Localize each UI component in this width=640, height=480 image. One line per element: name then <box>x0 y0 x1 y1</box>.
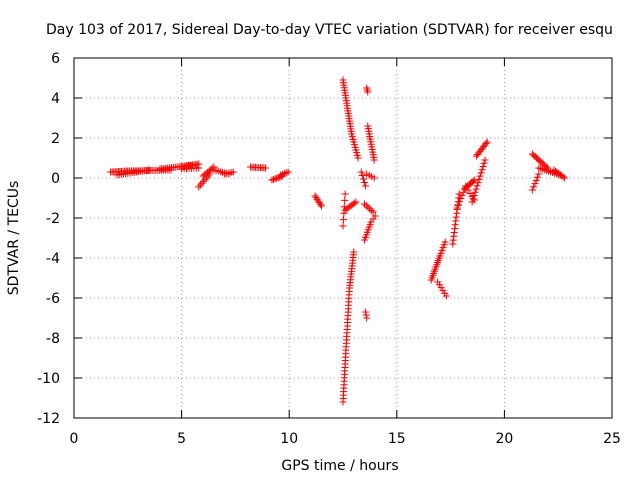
data-point <box>340 209 348 217</box>
data-point <box>366 205 374 213</box>
data-point <box>350 199 358 207</box>
x-axis-title: GPS time / hours <box>281 458 398 474</box>
data-point <box>472 185 480 193</box>
data-point <box>474 179 482 187</box>
data-point <box>357 168 365 176</box>
data-point <box>370 156 378 164</box>
data-point <box>370 174 378 182</box>
data-point <box>477 169 485 177</box>
y-tick-label: -10 <box>37 371 60 387</box>
data-point <box>350 248 358 256</box>
data-point <box>534 173 542 181</box>
data-point <box>441 238 449 246</box>
data-point <box>364 203 372 211</box>
data-point <box>270 175 278 183</box>
data-point <box>473 182 481 190</box>
data-point <box>457 195 465 203</box>
data-point <box>268 176 276 184</box>
data-point <box>354 154 362 162</box>
y-tick-label: 2 <box>51 131 60 147</box>
y-tick-label: -6 <box>46 291 60 307</box>
x-tick-label: 10 <box>280 431 298 447</box>
y-tick-label: 4 <box>51 91 60 107</box>
data-point <box>284 168 292 176</box>
data-point <box>453 204 461 212</box>
data-point <box>481 156 489 164</box>
y-tick-label: -2 <box>46 211 60 227</box>
data-point <box>528 186 536 194</box>
y-tick-label: 0 <box>51 171 60 187</box>
data-point <box>456 198 464 206</box>
data-point <box>362 311 370 319</box>
data-point <box>535 170 543 178</box>
data-point <box>196 181 204 189</box>
data-point <box>471 188 479 196</box>
data-point <box>480 159 488 167</box>
data-point <box>561 174 569 182</box>
data-point <box>352 198 360 206</box>
data-point <box>229 168 237 176</box>
data-point <box>364 88 372 96</box>
data-point <box>458 191 466 199</box>
data-point <box>369 208 377 216</box>
plot-frame <box>73 57 613 419</box>
data-point <box>208 164 216 172</box>
data-point <box>478 166 486 174</box>
data-point <box>469 195 477 203</box>
data-point <box>470 176 478 184</box>
data-point <box>559 173 567 181</box>
data-point <box>482 140 490 148</box>
data-point <box>476 172 484 180</box>
data-point <box>530 183 538 191</box>
y-tick-label: 6 <box>51 51 60 67</box>
data-point <box>479 162 487 170</box>
tick-labels: 0 5 10 15 20 25 -12 -10 -8 -6 -4 -2 0 2 4 6 <box>37 51 621 447</box>
data-point <box>475 175 483 183</box>
data-point <box>363 314 371 322</box>
data-point <box>362 202 370 210</box>
data-point <box>341 196 349 204</box>
data-point <box>442 292 450 300</box>
x-tick-label: 15 <box>388 431 406 447</box>
data-point <box>262 164 270 172</box>
data-points <box>107 76 569 406</box>
data-point <box>358 172 366 179</box>
data-point <box>273 174 281 182</box>
x-tick-label: 5 <box>177 431 186 447</box>
data-point <box>195 164 203 172</box>
data-point <box>531 180 539 188</box>
data-point <box>532 176 540 184</box>
x-tick-label: 20 <box>495 431 513 447</box>
chart-title: Day 103 of 2017, Sidereal Day-to-day VTE… <box>46 22 613 38</box>
data-point <box>339 222 347 230</box>
data-point <box>362 182 370 190</box>
data-point <box>468 198 476 206</box>
data-point <box>339 216 347 224</box>
y-tick-label: -12 <box>37 411 60 427</box>
data-point <box>483 138 491 146</box>
y-tick-label: -8 <box>46 331 60 347</box>
data-point <box>198 179 206 187</box>
data-point <box>459 188 467 196</box>
data-point <box>316 200 324 208</box>
x-tick-label: 0 <box>70 431 79 447</box>
data-point <box>195 183 203 191</box>
data-point <box>470 192 478 200</box>
x-tick-label: 25 <box>603 431 621 447</box>
data-point <box>469 177 477 185</box>
y-tick-label: -4 <box>46 251 60 267</box>
data-point <box>359 175 367 183</box>
data-point <box>317 202 325 210</box>
data-point <box>454 201 462 209</box>
data-point <box>362 308 370 316</box>
data-point <box>361 179 369 186</box>
data-point <box>341 190 349 198</box>
data-point <box>361 200 369 208</box>
data-point <box>271 175 279 183</box>
data-point <box>367 206 375 214</box>
data-point <box>371 212 379 220</box>
y-axis-title: SDTVAR / TECUs <box>6 181 22 296</box>
